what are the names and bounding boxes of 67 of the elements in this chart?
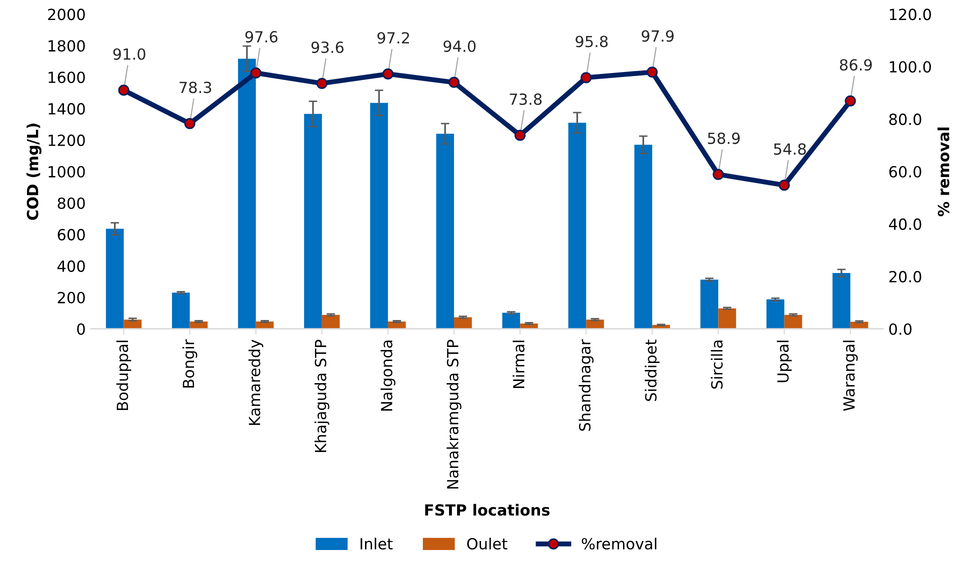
- data-label: 86.9: [840, 59, 872, 71]
- data-label: 95.8: [576, 36, 608, 48]
- y-tick-label: 400: [57, 260, 85, 272]
- y2-tick-label: 60.0: [889, 166, 922, 178]
- bar: [388, 321, 406, 329]
- x-tick-label: Siddipet: [644, 340, 660, 401]
- y-tick-label: 200: [58, 292, 85, 304]
- y-tick-label: 600: [58, 228, 85, 240]
- bar: [172, 292, 190, 329]
- bar: [766, 299, 784, 329]
- data-label: 78.3: [180, 82, 212, 94]
- bar: [586, 320, 604, 329]
- y-tick-label: 1600: [48, 72, 85, 84]
- bar: [832, 273, 850, 329]
- x-tick-label: Kamareddy: [248, 340, 264, 425]
- x-tick-label: Nalgonda: [380, 340, 396, 411]
- y-tick-label: 800: [58, 197, 85, 210]
- x-tick-label: Bongir: [182, 339, 198, 388]
- bar: [304, 114, 322, 329]
- y2-tick-label: 100.0: [890, 61, 931, 73]
- y2-tick-label: 80.0: [889, 114, 922, 126]
- y-tick-label: 1400: [48, 103, 85, 115]
- y-tick-label: 2000: [48, 8, 85, 20]
- y2-tick-label: 0.0: [889, 323, 912, 335]
- bar: [454, 317, 472, 329]
- y-tick-label: 1800: [48, 40, 85, 52]
- data-label: 58.9: [708, 132, 740, 144]
- bar: [718, 308, 736, 329]
- bar: [370, 102, 388, 329]
- bar: [568, 122, 586, 329]
- bar: [436, 134, 454, 329]
- x-tick-label: Shandnagar: [578, 339, 594, 431]
- data-label: 94.0: [444, 40, 476, 52]
- legend-label: %removal: [582, 538, 656, 550]
- x-tick-label: Nirmal: [512, 340, 525, 388]
- x-tick-label: Boduppal: [116, 340, 132, 410]
- bar: [700, 280, 718, 329]
- bar: [502, 312, 520, 329]
- data-label: 54.8: [774, 143, 806, 155]
- x-tick-label: Sircilla: [710, 340, 723, 389]
- y2-tick-label: 40.0: [888, 218, 922, 230]
- data-label: 73.8: [510, 93, 542, 105]
- bar: [634, 144, 652, 329]
- data-label: 97.9: [642, 30, 674, 42]
- x-tick-label: Uppal: [776, 340, 792, 382]
- x-axis-title: FSTP locations: [425, 504, 550, 516]
- y2-tick-label: 20.0: [889, 270, 922, 282]
- data-label: 97.2: [377, 32, 410, 44]
- y2-tick-label: 120.0: [890, 8, 931, 20]
- bar: [784, 314, 802, 329]
- y-tick-label: 0: [77, 323, 85, 335]
- y-tick-label: 1200: [48, 134, 85, 146]
- data-label: 97.6: [245, 31, 278, 43]
- bar: [322, 314, 340, 329]
- y-tick-label: 1000: [48, 166, 85, 178]
- bar: [106, 228, 124, 329]
- legend-label: Inlet: [360, 538, 393, 550]
- y-axis-title: COD (mg/L): [26, 124, 42, 220]
- x-tick-label: Warangal: [842, 340, 858, 411]
- legend-label: Oulet: [467, 538, 508, 550]
- x-tick-label: Nanakramguda STP: [446, 340, 462, 489]
- data-label: 93.6: [311, 42, 344, 54]
- data-label: 91.0: [113, 48, 146, 60]
- bar: [238, 58, 256, 329]
- x-tick-label: Khajaguda STP: [314, 340, 330, 452]
- bar: [124, 320, 142, 329]
- y2-axis-title: % removal: [938, 128, 950, 216]
